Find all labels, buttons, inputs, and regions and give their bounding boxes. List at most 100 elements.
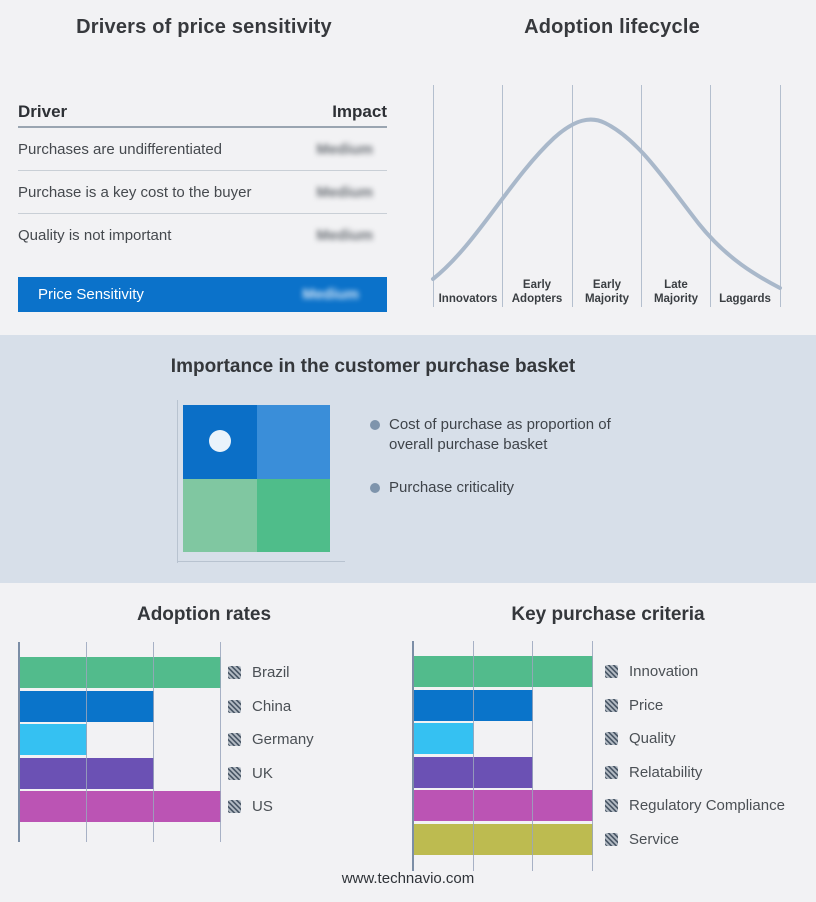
quadrant-y-axis <box>177 400 178 563</box>
lifecycle-panel-title: Adoption lifecycle <box>524 16 700 38</box>
bar-regulatory-compliance <box>414 790 593 821</box>
table-row: Quality is not important Medium <box>18 214 387 256</box>
legend-label: Brazil <box>252 664 290 681</box>
legend-item: Price <box>605 697 663 714</box>
legend-item: UK <box>228 765 273 782</box>
bottom-charts-section: Adoption rates Brazil China Germany UK US Ke… <box>0 583 816 902</box>
column-header-driver: Driver <box>18 102 68 121</box>
drivers-panel: Drivers of price sensitivity Driver Impa… <box>0 0 408 335</box>
key-purchase-criteria-title: Key purchase criteria <box>511 604 705 625</box>
legend-item: Quality <box>605 730 676 747</box>
legend-item: Regulatory Compliance <box>605 797 785 814</box>
key-purchase-criteria-chart: Key purchase criteria Innovation Price Qua… <box>400 583 816 902</box>
quadrant-bottom-left <box>183 478 257 552</box>
hatched-swatch-icon <box>605 832 618 846</box>
bar-innovation <box>414 656 593 687</box>
gridline <box>532 641 533 871</box>
stage-label-innovators: Innovators <box>438 293 498 306</box>
price-sensitivity-highlight-row: Price Sensitivity Medium <box>18 277 387 312</box>
legend-item: US <box>228 798 273 815</box>
bullet-icon <box>370 420 380 430</box>
bar-quality <box>414 723 474 754</box>
position-dot-icon <box>209 430 231 452</box>
footer-url: www.technavio.com <box>341 870 475 887</box>
drivers-panel-title: Drivers of price sensitivity <box>76 16 332 38</box>
adoption-rates-chart: Adoption rates Brazil China Germany UK US <box>0 583 408 902</box>
legend-label: Service <box>629 830 680 848</box>
hatched-swatch-icon <box>605 765 618 779</box>
purchase-basket-band: Importance in the customer purchase bask… <box>0 335 816 583</box>
quadrant-bottom-right <box>256 478 330 552</box>
bar-price <box>414 689 533 721</box>
legend-label: Innovation <box>629 663 699 680</box>
legend-item: Germany <box>228 731 314 748</box>
impact-cell-blurred: Medium <box>316 140 373 158</box>
legend-item: Service <box>605 831 679 848</box>
table-row: Purchase is a key cost to the buyer Medi… <box>18 171 387 214</box>
basket-bullet-list: Cost of purchase as proportion of overal… <box>370 415 632 522</box>
bar-brazil <box>20 657 221 688</box>
quadrant-x-axis <box>177 561 345 562</box>
gridline <box>472 641 474 871</box>
driver-cell: Purchases are undifferentiated <box>18 140 223 158</box>
hatched-swatch-icon <box>605 698 618 712</box>
drivers-table: Driver Impact Purchases are undifferenti… <box>18 92 387 312</box>
bell-curve-line <box>431 117 782 290</box>
impact-cell-blurred: Medium <box>302 286 359 303</box>
bar-us <box>20 791 221 822</box>
purchase-basket-title: Importance in the customer purchase bask… <box>170 356 576 377</box>
legend-item: Relatability <box>605 764 702 781</box>
hatched-swatch-icon <box>228 666 241 679</box>
legend-label: Quality <box>629 730 676 747</box>
impact-cell-blurred: Medium <box>316 183 373 201</box>
stage-label-early-majority: Early Majority <box>584 279 630 306</box>
stage-label-early-adopters: Early Adopters <box>511 279 563 306</box>
legend-label: Price <box>629 696 664 714</box>
gridline <box>591 641 593 871</box>
driver-cell: Quality is not important <box>18 226 172 244</box>
column-header-impact: Impact <box>332 102 387 121</box>
bar-germany <box>20 724 87 755</box>
bullet-text: Purchase criticality <box>389 479 515 496</box>
driver-cell: Purchase is a key cost to the buyer <box>18 183 252 201</box>
lifecycle-bell-curve-chart <box>431 85 782 307</box>
legend-label: Germany <box>252 731 314 748</box>
legend-label: Regulatory Compliance <box>629 797 785 814</box>
legend-item: Brazil <box>228 664 290 681</box>
adoption-rates-title: Adoption rates <box>136 604 272 625</box>
gridline <box>86 642 87 842</box>
stage-label-laggards: Laggards <box>719 293 771 306</box>
hatched-swatch-icon <box>228 699 241 713</box>
hatched-swatch-icon <box>605 732 618 745</box>
hatched-swatch-icon <box>228 800 241 813</box>
stage-label-late-majority: Late Majority <box>653 279 699 306</box>
hatched-swatch-icon <box>228 766 241 780</box>
legend-label: UK <box>252 764 273 782</box>
legend-item: Innovation <box>605 663 698 680</box>
hatched-swatch-icon <box>605 665 618 678</box>
bar-china <box>20 690 154 722</box>
quadrant-matrix <box>183 405 330 552</box>
hatched-swatch-icon <box>605 799 618 812</box>
list-item: Cost of purchase as proportion of overal… <box>370 415 632 454</box>
lifecycle-panel: Adoption lifecycle Innovators Early Adop… <box>408 0 816 335</box>
bar-service <box>414 823 593 855</box>
gridline <box>220 642 221 842</box>
hatched-swatch-icon <box>228 733 241 746</box>
key-purchase-criteria-plot <box>412 641 606 871</box>
bar-uk <box>20 757 154 789</box>
table-row: Purchases are undifferentiated Medium <box>18 128 387 171</box>
legend-label: Relatability <box>629 763 703 781</box>
drivers-table-header: Driver Impact <box>18 92 387 128</box>
driver-cell: Price Sensitivity <box>38 286 144 303</box>
legend-label: US <box>252 798 273 815</box>
legend-label: China <box>252 697 292 715</box>
bar-relatability <box>414 756 533 788</box>
legend-item: China <box>228 698 291 715</box>
bullet-icon <box>370 483 380 493</box>
gridline <box>153 642 154 842</box>
quadrant-top-left <box>183 405 257 479</box>
adoption-rates-plot <box>18 642 233 842</box>
impact-cell-blurred: Medium <box>316 226 373 244</box>
